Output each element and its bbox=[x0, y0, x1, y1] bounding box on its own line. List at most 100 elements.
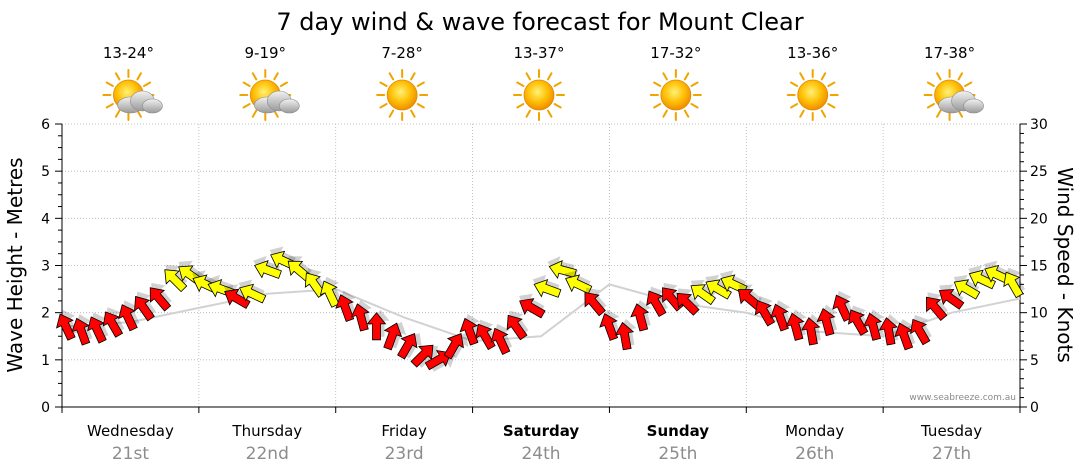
sun-ray bbox=[525, 109, 531, 118]
day-temperature: 17-38° bbox=[924, 44, 975, 62]
day-temperature: 13-36° bbox=[787, 44, 838, 62]
right-tick-label: 20 bbox=[1030, 211, 1048, 227]
sun-ray bbox=[388, 72, 395, 81]
wind-arrow-body bbox=[938, 288, 965, 310]
wind-arrow-body bbox=[533, 278, 562, 298]
wind-arrow bbox=[953, 274, 981, 300]
right-tick-label: 30 bbox=[1030, 117, 1048, 133]
wind-arrow-body bbox=[164, 269, 188, 293]
wind-arrow-body bbox=[397, 333, 418, 360]
wind-arrow-body bbox=[71, 317, 91, 346]
wind-arrow-body bbox=[118, 304, 138, 332]
sun-disc bbox=[386, 79, 418, 111]
wind-arrow-body bbox=[910, 318, 931, 346]
sun-ray bbox=[273, 72, 279, 81]
sun-disc bbox=[523, 79, 555, 111]
sun-ray bbox=[251, 109, 258, 118]
sun-ray bbox=[790, 81, 799, 87]
wind-arrow bbox=[832, 290, 854, 322]
wind-arrow bbox=[410, 344, 438, 368]
wind-arrow-body bbox=[847, 309, 869, 336]
wind-arrow-body bbox=[224, 288, 251, 310]
cloud-puff bbox=[278, 98, 300, 114]
sun-ray bbox=[957, 72, 964, 81]
sun-ray bbox=[388, 109, 395, 118]
wind-arrow-body bbox=[599, 313, 619, 341]
wind-arrow bbox=[366, 309, 390, 341]
watermark: www.seabreeze.com.au bbox=[909, 393, 1016, 403]
day-date: 21st bbox=[112, 444, 149, 464]
right-tick-label: 5 bbox=[1030, 353, 1039, 369]
wind-arrow-body bbox=[410, 344, 434, 368]
wind-arrow bbox=[383, 321, 407, 351]
sun-ray bbox=[105, 103, 114, 109]
sun-ray bbox=[553, 81, 562, 87]
sun-ray bbox=[416, 81, 425, 87]
day-labels: Wednesday 21st Thursday 22nd Friday 23rd Satur… bbox=[87, 422, 982, 464]
sun-ray bbox=[653, 103, 662, 109]
left-tick-label: 4 bbox=[41, 211, 50, 227]
wind-arrow bbox=[938, 284, 965, 310]
wind-arrow-body bbox=[584, 291, 606, 317]
cloud-puff bbox=[142, 98, 163, 114]
wind-arrow-body bbox=[720, 274, 748, 295]
weather-header: 13-24° 9-19° 7-28° 13-37° 17-32° 13-36° 17-38° bbox=[102, 44, 984, 121]
wind-arrow bbox=[224, 284, 251, 310]
right-tick-label: 15 bbox=[1030, 259, 1048, 275]
wind-arrow-body bbox=[239, 283, 267, 304]
sun-ray bbox=[964, 81, 973, 87]
wind-arrow bbox=[968, 265, 997, 290]
wind-arrow bbox=[397, 332, 422, 360]
wind-arrow-body bbox=[87, 316, 107, 344]
wind-arrow bbox=[925, 292, 948, 321]
left-axis-label: Wave Height - Metres bbox=[3, 157, 27, 372]
sun-cloud-icon bbox=[102, 69, 163, 121]
sun-ray bbox=[683, 109, 690, 118]
day-temperature: 9-19° bbox=[245, 44, 287, 62]
day-date: 26th bbox=[795, 444, 834, 464]
wind-arrow-body bbox=[676, 292, 700, 316]
wind-arrow bbox=[532, 274, 562, 298]
day-temperature: 13-37° bbox=[513, 44, 564, 62]
sun-ray bbox=[251, 72, 258, 81]
sun-icon bbox=[786, 69, 839, 121]
wind-arrow bbox=[319, 276, 342, 308]
sun-ray bbox=[820, 109, 827, 118]
wind-arrow-body bbox=[134, 295, 155, 322]
day-name: Tuesday bbox=[920, 422, 982, 440]
wind-arrow-body bbox=[1003, 271, 1024, 299]
chart-title: 7 day wind & wave forecast for Mount Cle… bbox=[276, 8, 803, 36]
sun-ray bbox=[827, 81, 836, 87]
plot-axes: 0 1 2 3 4 5 6 0 5 10 15 20 25 30 bbox=[41, 117, 1048, 416]
right-tick-label: 25 bbox=[1030, 164, 1048, 180]
wind-arrow-body bbox=[705, 279, 732, 300]
sun-ray bbox=[799, 109, 805, 118]
sun-ray bbox=[662, 109, 668, 118]
wind-arrow bbox=[149, 282, 172, 312]
wind-arrow bbox=[443, 332, 469, 360]
wind-arrow-body bbox=[475, 323, 496, 351]
wind-arrow bbox=[71, 314, 93, 346]
right-tick-label: 0 bbox=[1030, 400, 1039, 416]
sun-ray bbox=[547, 72, 553, 81]
sun-ray bbox=[279, 81, 288, 87]
cloud-icon bbox=[117, 90, 163, 114]
wind-arrow-body bbox=[565, 274, 593, 295]
wind-arrow bbox=[164, 264, 188, 293]
sun-icon bbox=[376, 69, 429, 121]
wind-arrow bbox=[519, 293, 546, 319]
sun-ray bbox=[410, 72, 416, 81]
sun-ray bbox=[690, 103, 699, 109]
sun-ray bbox=[936, 109, 942, 118]
wind-arrow bbox=[490, 323, 513, 356]
left-tick-label: 1 bbox=[41, 353, 50, 369]
wind-arrow bbox=[816, 304, 838, 337]
day-date: 23rd bbox=[385, 444, 424, 464]
wind-arrow bbox=[350, 299, 373, 332]
wind-arrow bbox=[705, 274, 732, 300]
day-date: 22nd bbox=[246, 444, 289, 464]
wind-arrow-body bbox=[801, 317, 821, 346]
wind-arrow bbox=[238, 279, 267, 304]
wind-arrow bbox=[134, 291, 156, 322]
